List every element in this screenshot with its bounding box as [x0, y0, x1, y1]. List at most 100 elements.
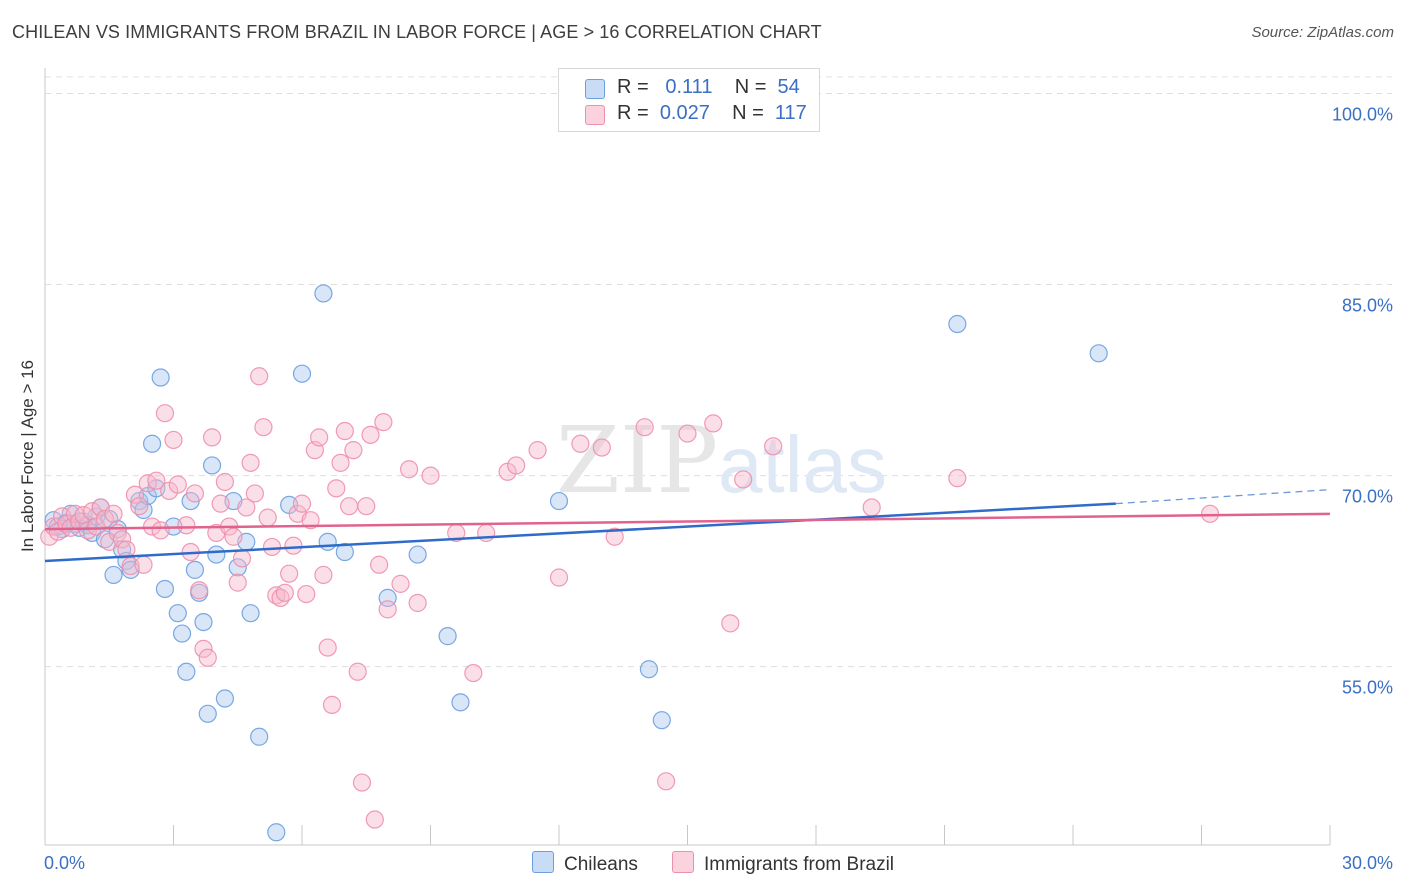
point-brazil — [331, 453, 350, 472]
point-brazil — [635, 418, 654, 437]
trend-extension-chileans — [1115, 488, 1331, 505]
y-tick-label: 55.0% — [1342, 678, 1393, 698]
point-chileans — [104, 565, 123, 585]
point-brazil — [327, 479, 346, 498]
tick-labels: 100.0% 85.0% 70.0% 55.0% 0.0% 30.0% — [44, 104, 1393, 873]
point-chileans — [335, 542, 354, 562]
point-brazil — [592, 438, 611, 457]
legend-n-label: N = — [732, 102, 764, 124]
point-chileans — [241, 604, 260, 623]
point-brazil — [678, 424, 697, 443]
point-brazil — [1200, 504, 1220, 523]
point-brazil — [862, 498, 881, 517]
point-chileans — [250, 727, 269, 746]
legend-r-value: 0.027 — [659, 102, 710, 124]
point-brazil — [215, 472, 234, 492]
point-chileans — [438, 627, 457, 646]
point-chileans — [185, 560, 205, 579]
point-chileans — [168, 604, 187, 623]
point-brazil — [198, 648, 217, 667]
point-brazil — [258, 508, 277, 527]
y-tick-label: 100.0% — [1332, 104, 1393, 124]
bottom-legend-label-brazil: Immigrants from Brazil — [704, 854, 895, 875]
point-chileans — [549, 491, 569, 511]
point-brazil — [275, 583, 294, 602]
point-brazil — [104, 504, 123, 523]
point-chileans — [1089, 344, 1108, 363]
point-brazil — [190, 581, 209, 600]
point-brazil — [112, 530, 132, 549]
point-brazil — [250, 367, 269, 386]
point-chileans — [267, 823, 286, 842]
point-brazil — [764, 437, 783, 456]
point-brazil — [301, 511, 320, 530]
bottom-legend-label-chileans: Chileans — [564, 854, 638, 875]
point-brazil — [155, 404, 175, 423]
point-brazil — [164, 430, 183, 450]
point-chileans — [194, 612, 213, 632]
point-brazil — [318, 638, 337, 657]
x-tick-label-min: 0.0% — [44, 853, 85, 873]
point-brazil — [322, 695, 342, 714]
point-chileans — [314, 284, 333, 303]
y-tick-label: 70.0% — [1342, 487, 1393, 507]
point-brazil — [948, 469, 967, 488]
point-brazil — [241, 453, 260, 472]
point-chileans — [318, 532, 337, 551]
point-brazil — [130, 497, 149, 516]
point-brazil — [224, 527, 243, 546]
trend-line-brazil — [44, 512, 1331, 531]
point-brazil — [549, 568, 569, 587]
y-tick-label: 85.0% — [1342, 296, 1393, 316]
point-brazil — [254, 418, 273, 437]
point-chileans — [155, 579, 175, 599]
x-tick-label-max: 30.0% — [1342, 853, 1393, 873]
bottom-legend-swatch-brazil — [672, 851, 694, 873]
axes — [44, 68, 1331, 846]
chart-source: Source: ZipAtlas.com — [1251, 24, 1394, 41]
point-brazil — [168, 475, 187, 494]
legend-n-value: 54 — [777, 76, 800, 98]
point-brazil — [721, 614, 740, 633]
point-brazil — [704, 414, 723, 433]
point-brazil — [340, 497, 359, 516]
point-brazil — [297, 584, 316, 604]
point-brazil — [134, 555, 153, 574]
point-brazil — [292, 494, 312, 513]
point-chileans — [292, 364, 312, 383]
point-chileans — [202, 456, 222, 475]
point-chileans — [215, 689, 234, 708]
point-brazil — [421, 466, 440, 485]
bottom-legend-brazil: Immigrants from Brazil — [672, 851, 894, 876]
point-brazil — [78, 521, 97, 540]
point-brazil — [314, 565, 333, 585]
point-brazil — [408, 593, 427, 613]
legend-n-label: N = — [734, 76, 767, 98]
point-brazil — [147, 471, 166, 490]
point-brazil — [310, 428, 329, 447]
point-brazil — [228, 573, 247, 592]
point-chileans — [228, 558, 247, 577]
point-brazil — [656, 772, 676, 791]
point-brazil — [125, 485, 145, 504]
point-brazil — [571, 434, 590, 453]
legend-r-label: R = — [617, 102, 649, 124]
point-brazil — [399, 460, 419, 479]
legend-swatch-chileans — [585, 79, 605, 99]
point-brazil — [370, 555, 389, 574]
point-chileans — [639, 660, 659, 679]
legend-swatch-brazil — [585, 105, 605, 125]
point-brazil — [202, 428, 222, 447]
point-brazil — [280, 564, 299, 583]
watermark: ZIP atlas — [556, 407, 887, 514]
point-chileans — [408, 545, 427, 564]
point-brazil — [374, 413, 393, 432]
point-brazil — [185, 484, 205, 503]
point-brazil — [284, 536, 303, 555]
point-chileans — [652, 711, 671, 730]
point-brazil — [117, 540, 136, 559]
point-brazil — [177, 516, 196, 535]
point-brazil — [335, 421, 354, 441]
trend-line-chileans — [44, 502, 1116, 563]
point-brazil — [151, 521, 170, 540]
